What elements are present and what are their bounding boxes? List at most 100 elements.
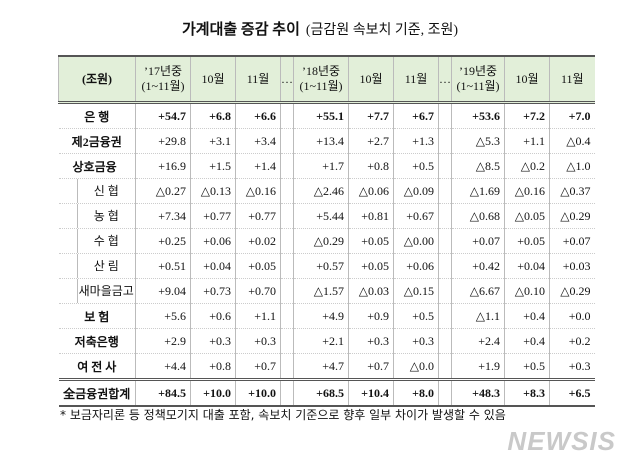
value-cell: +53.6 [451, 102, 505, 129]
header-cell: … [280, 55, 294, 104]
header-cell: … [438, 55, 452, 104]
header-cell: 10월 [348, 55, 394, 104]
value-cell: +0.3 [348, 328, 394, 354]
value-cell: △0.00 [393, 228, 439, 254]
value-cell: +0.3 [190, 328, 236, 354]
gap-cell [280, 153, 294, 179]
value-cell: +8.3 [504, 378, 550, 407]
value-cell: +0.25 [135, 228, 191, 254]
value-cell: △0.27 [135, 178, 191, 204]
value-cell: +0.5 [393, 303, 439, 329]
value-cell: △0.4 [549, 128, 595, 154]
row-label: 농 협 [58, 203, 136, 229]
gap-cell [280, 303, 294, 329]
value-cell: +0.04 [504, 253, 550, 279]
table-row: 신 협 △0.27 △0.13 △0.16 △2.46 △0.06 △0.09 △1.69 △0… [58, 178, 595, 204]
header-text: 10월 [201, 71, 225, 86]
value-cell: +10.0 [235, 378, 281, 407]
gap-cell [280, 203, 294, 229]
header-text: … [439, 71, 451, 86]
value-cell: +3.4 [235, 128, 281, 154]
row-label: 여 전 사 [58, 353, 136, 380]
value-cell: △2.46 [293, 178, 349, 204]
table-row: 全금융권합계 +84.5 +10.0 +10.0 +68.5 +10.4 +8.0 +48.3… [58, 378, 595, 407]
row-label-text: 보 험 [84, 309, 110, 324]
value-cell: △1.57 [293, 278, 349, 304]
row-label-text: 저축은행 [74, 334, 119, 349]
value-cell: △0.16 [504, 178, 550, 204]
gap-cell [280, 102, 294, 129]
data-table: (조원) ’17년중 (1~11월) 10월 11월… ’18년중 (1~11월) 10월 11… [58, 55, 595, 407]
value-cell: +0.8 [348, 153, 394, 179]
row-label-text: 은 행 [84, 109, 110, 124]
value-cell: +0.06 [190, 228, 236, 254]
row-label-text: 여 전 사 [77, 359, 117, 374]
title: 가계대출 증감 추이 [181, 22, 300, 38]
gap-cell [438, 253, 452, 279]
value-cell: +0.02 [235, 228, 281, 254]
header-cell: ’17년중 (1~11월) [135, 55, 191, 104]
value-cell: +1.1 [235, 303, 281, 329]
value-cell: +84.5 [135, 378, 191, 407]
value-cell: +7.34 [135, 203, 191, 229]
value-cell: +1.3 [393, 128, 439, 154]
value-cell: +0.67 [393, 203, 439, 229]
value-cell: △0.06 [348, 178, 394, 204]
value-cell: +5.44 [293, 203, 349, 229]
value-cell: +16.9 [135, 153, 191, 179]
value-cell: +1.7 [293, 153, 349, 179]
value-cell: +6.6 [235, 102, 281, 129]
value-cell: △0.29 [549, 278, 595, 304]
row-label-text: 수 협 [76, 229, 136, 253]
value-cell: +29.8 [135, 128, 191, 154]
value-cell: +0.3 [393, 328, 439, 354]
value-cell: +6.8 [190, 102, 236, 129]
value-cell: △0.05 [504, 203, 550, 229]
row-label-text: 제2금융권 [71, 134, 122, 149]
value-cell: +1.9 [451, 353, 505, 380]
row-label: 산 림 [58, 253, 136, 279]
value-cell: △1.1 [451, 303, 505, 329]
value-cell: +0.3 [549, 353, 595, 380]
table-row: 저축은행 +2.9 +0.3 +0.3 +2.1 +0.3 +0.3 +2.4 +0.4 +0.2 [58, 328, 595, 354]
value-cell: +0.05 [235, 253, 281, 279]
header-text: 10월 [359, 71, 383, 86]
value-cell: +0.05 [504, 228, 550, 254]
value-cell: +2.7 [348, 128, 394, 154]
row-label: 상호금융 [58, 153, 136, 179]
value-cell: △0.68 [451, 203, 505, 229]
value-cell: +10.4 [348, 378, 394, 407]
header-line: ’18년중 [301, 64, 341, 78]
value-cell: +68.5 [293, 378, 349, 407]
value-cell: +0.7 [348, 353, 394, 380]
value-cell: +0.77 [235, 203, 281, 229]
value-cell: △0.13 [190, 178, 236, 204]
value-cell: +0.06 [393, 253, 439, 279]
subtitle: (금감원 속보치 기준, 조원) [305, 23, 459, 38]
value-cell: +0.8 [190, 353, 236, 380]
watermark: NEWSIS [507, 426, 616, 456]
value-cell: +9.04 [135, 278, 191, 304]
value-cell: +0.4 [504, 328, 550, 354]
gap-cell [280, 328, 294, 354]
value-cell: △0.09 [393, 178, 439, 204]
value-cell: △0.2 [504, 153, 550, 179]
value-cell: △5.3 [451, 128, 505, 154]
table-row: 새마을금고 +9.04 +0.73 +0.70 △1.57 △0.03 △0.15 △6.67… [58, 278, 595, 304]
header-line: (1~11월) [456, 79, 500, 93]
header-line: ’19년중 [458, 64, 498, 78]
row-label: 全금융권합계 [58, 378, 136, 407]
value-cell: +0.9 [348, 303, 394, 329]
value-cell: +5.6 [135, 303, 191, 329]
value-cell: +7.0 [549, 102, 595, 129]
header-cell: 11월 [235, 55, 281, 104]
value-cell: +0.57 [293, 253, 349, 279]
row-label: 보 험 [58, 303, 136, 329]
row-label-text: 새마을금고 [76, 279, 136, 303]
row-label-text: 全금융권합계 [63, 386, 131, 401]
value-cell: +0.7 [235, 353, 281, 380]
value-cell: +3.1 [190, 128, 236, 154]
gap-cell [438, 203, 452, 229]
value-cell: △0.0 [393, 353, 439, 380]
gap-cell [438, 353, 452, 380]
